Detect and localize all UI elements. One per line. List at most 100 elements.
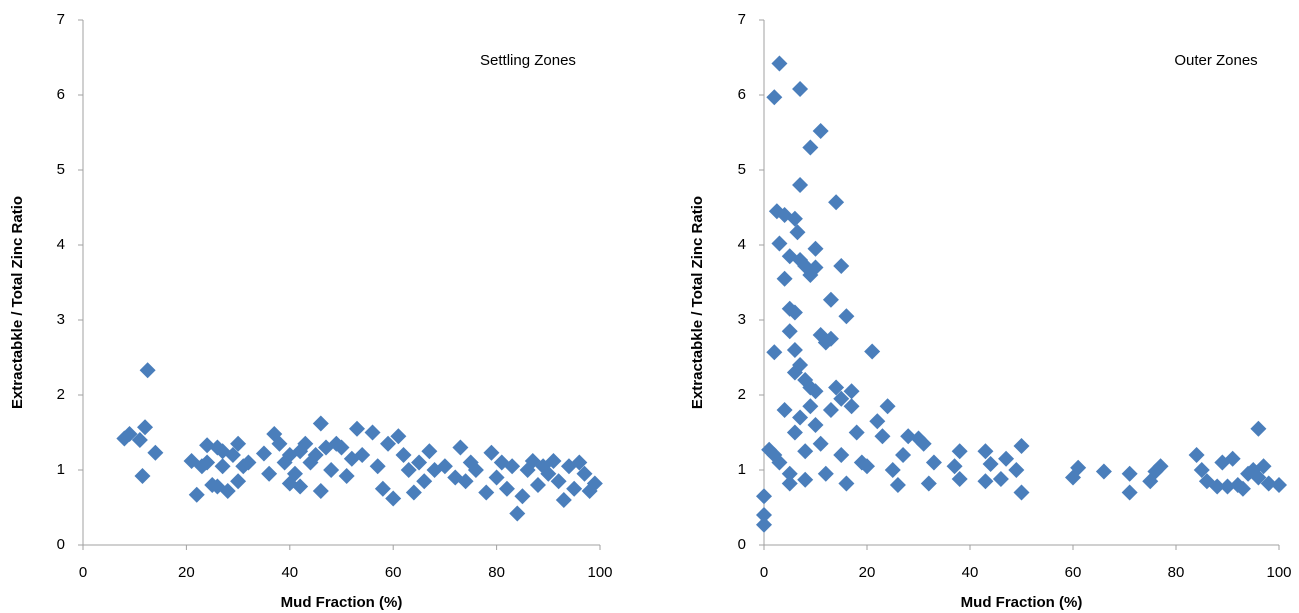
data-point [312,483,329,499]
data-point [766,89,783,106]
data-point [369,458,386,475]
annotation: Outer Zones [1174,52,1257,69]
data-point [756,507,772,523]
y-axis-title: Extractabkle / Total Zinc Ratio [689,196,706,409]
data-point [1188,447,1205,463]
data-point [833,258,850,274]
data-point [802,139,819,156]
data-point [1013,438,1030,454]
data-point [807,417,824,433]
data-point [838,475,855,492]
data-point [199,437,216,454]
data-point [833,390,850,407]
x-tick-label: 0 [760,564,768,581]
data-point [817,465,834,482]
data-point [131,432,148,448]
data-point [771,55,788,72]
data-point [900,428,917,445]
data-point [467,462,484,478]
x-tick-label: 40 [962,564,979,581]
data-point [776,402,793,418]
data-point [838,308,855,325]
data-point [488,469,505,486]
data-point [951,443,968,460]
data-point [998,450,1015,467]
x-tick-label: 40 [281,564,298,581]
data-point [1095,463,1112,480]
data-point [822,291,839,308]
data-point [224,447,241,463]
data-point [792,357,809,373]
data-point [1250,420,1267,437]
data-point [514,488,531,505]
data-point [781,465,798,482]
annotation: Settling Zones [480,52,576,69]
data-point [792,81,809,97]
data-point [977,473,994,490]
data-point [1193,462,1210,478]
data-point [756,516,772,533]
data-point [504,458,521,475]
data-point [977,443,994,460]
data-point [416,473,433,490]
data-point [822,402,839,418]
data-point [586,475,603,492]
y-tick-label: 6 [57,86,65,103]
data-point [240,454,257,471]
x-tick-label: 80 [1168,564,1185,581]
data-point [843,383,860,400]
data-point [946,458,963,475]
data-point [1260,475,1277,492]
data-point [915,435,932,452]
data-point [1250,469,1267,486]
data-point [550,473,567,490]
data-point [802,398,819,415]
x-tick-label: 100 [587,564,612,581]
x-tick-label: 0 [79,564,87,581]
data-point [380,435,397,452]
data-point [405,484,422,501]
y-tick-label: 0 [738,536,746,553]
data-point [848,424,865,441]
data-point [478,484,495,501]
chart: 0 1 2 3 4 5 6 7 0 20 40 60 80 100 Outer Zones Mud Fract… [689,11,1292,611]
data-point [509,505,526,522]
data-point [219,483,236,499]
data-point [529,477,546,493]
data-point [1224,450,1241,467]
data-point [786,304,803,321]
data-point [786,210,803,227]
data-point [1152,458,1169,475]
data-point [792,177,809,193]
data-point [1121,465,1138,482]
data-point [1209,478,1226,495]
data-point [756,488,772,505]
y-tick-label: 1 [738,461,746,478]
x-tick-label: 60 [1065,564,1082,581]
y-axis-title: Extractabkle / Total Zinc Ratio [9,196,26,409]
data-point [822,330,839,347]
data-point [286,465,303,482]
x-axis-title: Mud Fraction (%) [281,594,403,611]
y-tick-label: 0 [57,536,65,553]
x-tick-label: 80 [488,564,505,581]
y-tick-label: 4 [57,236,65,253]
data-point [766,344,783,361]
data-point [786,342,803,358]
data-point [879,398,896,415]
y-tick-label: 4 [738,236,746,253]
data-point [807,383,824,400]
y-tick-label: 2 [738,386,746,403]
data-point [457,473,474,490]
x-tick-label: 20 [859,564,876,581]
data-point [555,492,572,508]
data-point [951,471,968,487]
data-point [792,409,809,426]
data-point [390,428,407,445]
y-tick-label: 7 [738,11,746,28]
x-tick-label: 100 [1266,564,1291,581]
data-point [797,443,814,460]
data-point [411,454,428,471]
x-tick-label: 20 [178,564,195,581]
data-point [864,343,881,360]
